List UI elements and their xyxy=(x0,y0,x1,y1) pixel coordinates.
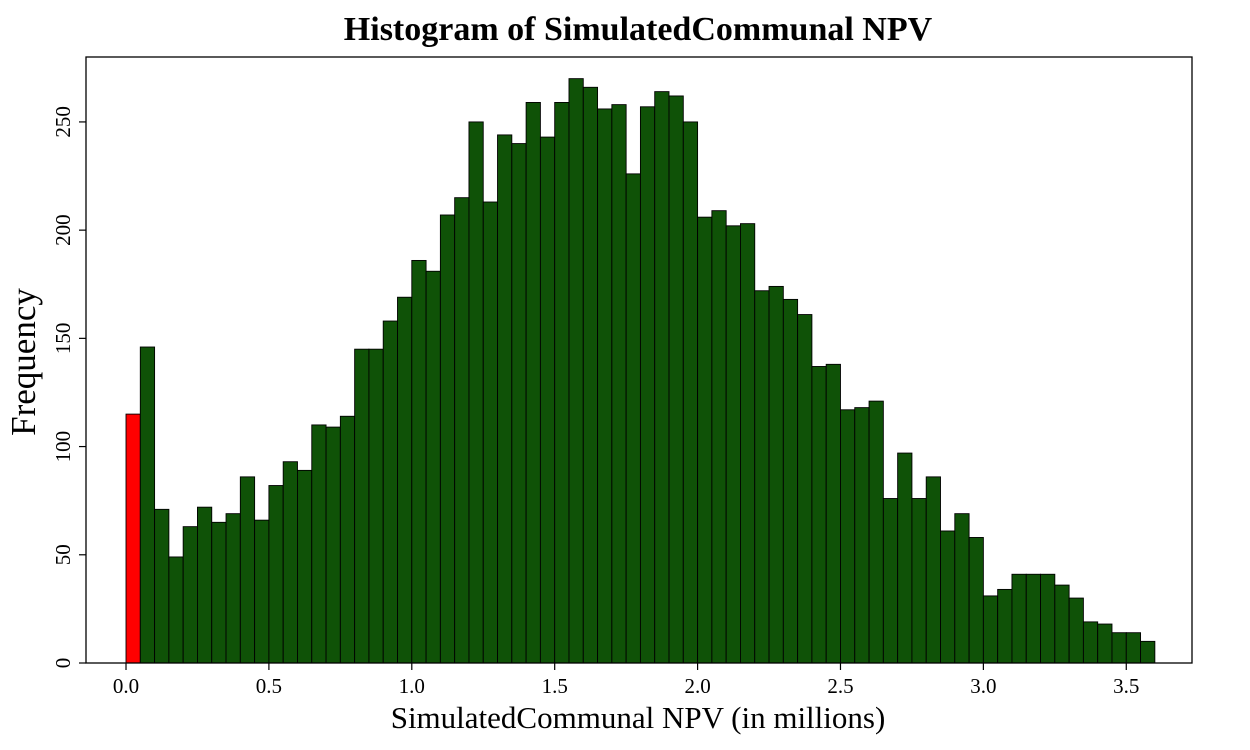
x-tick-label: 3.5 xyxy=(1113,674,1139,698)
histogram-bar xyxy=(668,95,684,664)
histogram-bar xyxy=(682,121,699,664)
histogram-bar xyxy=(382,320,398,664)
histogram-bar xyxy=(468,121,484,664)
histogram-bar xyxy=(697,216,713,664)
histogram-bar xyxy=(539,136,556,664)
histogram-bar xyxy=(311,424,327,664)
histogram-bar xyxy=(554,101,570,664)
histogram-bar xyxy=(1111,632,1127,664)
y-axis-ticks: 0 50 100 150 200 250 xyxy=(51,106,86,668)
histogram-bar xyxy=(725,225,741,664)
histogram-bar xyxy=(1082,621,1099,664)
y-tick-label: 200 xyxy=(51,214,75,246)
histogram-bar xyxy=(139,346,156,664)
x-tick-label: 2.0 xyxy=(684,674,710,698)
histogram-bar xyxy=(211,521,227,664)
histogram-bar xyxy=(154,508,170,664)
y-tick-label: 100 xyxy=(51,431,75,463)
histogram-bar xyxy=(1040,573,1056,664)
x-tick-label: 2.5 xyxy=(827,674,853,698)
histogram-bar xyxy=(1054,584,1070,664)
histogram-bar xyxy=(254,519,270,664)
histogram-bar xyxy=(282,461,298,664)
y-tick-label: 250 xyxy=(51,106,75,138)
histogram-bar xyxy=(482,201,498,664)
histogram-bar xyxy=(968,537,984,664)
histogram-bar xyxy=(782,298,799,664)
histogram-bar xyxy=(1125,632,1142,664)
histogram-bar xyxy=(397,296,413,664)
histogram-bar xyxy=(597,108,613,664)
histogram-bar xyxy=(1097,623,1113,664)
histogram-bar xyxy=(882,498,899,664)
histogram-bar xyxy=(268,485,284,664)
histogram-bar xyxy=(825,363,841,664)
bars-group xyxy=(125,78,1156,664)
histogram-bar xyxy=(425,270,441,664)
histogram-bar xyxy=(925,476,941,664)
histogram-bar xyxy=(239,476,256,664)
x-tick-label: 1.0 xyxy=(399,674,425,698)
x-tick-label: 0.0 xyxy=(113,674,139,698)
histogram-bar xyxy=(997,588,1013,664)
x-tick-label: 3.0 xyxy=(970,674,996,698)
histogram-bar xyxy=(940,530,956,664)
x-tick-label: 0.5 xyxy=(256,674,282,698)
histogram-bar xyxy=(1025,573,1041,664)
plot-frame xyxy=(85,56,1193,664)
histogram-bar xyxy=(797,314,813,664)
x-axis-ticks: 0.0 0.5 1.0 1.5 2.0 2.5 3.0 3.5 xyxy=(113,663,1139,698)
histogram-bar xyxy=(497,134,513,664)
histogram-bar xyxy=(1068,597,1084,664)
histogram-bar xyxy=(654,91,670,664)
histogram-bar xyxy=(868,400,884,664)
histogram-bar xyxy=(582,86,599,664)
histogram-bar xyxy=(168,556,184,664)
histogram-bar xyxy=(611,104,627,664)
histogram-bar xyxy=(982,595,999,664)
histogram-bar xyxy=(911,498,927,664)
histogram-bar xyxy=(854,407,870,664)
histogram-bar xyxy=(197,506,213,664)
histogram-bar xyxy=(740,223,756,664)
y-tick-label: 50 xyxy=(51,544,75,565)
histogram-bar xyxy=(325,426,341,664)
y-tick-label: 0 xyxy=(51,658,75,669)
histogram-bar xyxy=(525,101,541,664)
y-tick-label: 150 xyxy=(51,323,75,355)
histogram-bar xyxy=(768,285,784,664)
histogram-bar xyxy=(182,526,198,664)
y-axis-label: Frequency xyxy=(4,288,43,436)
histogram-bar xyxy=(1011,573,1027,664)
x-tick-label: 1.5 xyxy=(542,674,568,698)
histogram-bar xyxy=(225,513,241,664)
histogram-bar xyxy=(840,409,856,664)
histogram-bar xyxy=(354,348,370,664)
histogram-bar xyxy=(339,415,356,664)
histogram-bar xyxy=(1140,640,1156,664)
histogram-bar xyxy=(711,210,727,664)
histogram-bar xyxy=(897,452,913,664)
histogram-bar xyxy=(811,366,827,664)
histogram-bar xyxy=(368,348,384,664)
histogram-bar xyxy=(411,259,427,664)
histogram-bar xyxy=(754,290,770,664)
histogram-bar-highlight xyxy=(125,413,141,664)
histogram-bar xyxy=(297,469,313,664)
histogram-bar xyxy=(954,513,970,664)
x-axis-label: SimulatedCommunal NPV (in millions) xyxy=(391,700,886,735)
histogram-bar xyxy=(639,106,656,664)
histogram-bar xyxy=(568,78,584,664)
chart-title: Histogram of SimulatedCommunal NPV xyxy=(344,11,933,48)
histogram-bar xyxy=(454,197,470,664)
histogram-bar xyxy=(439,214,456,664)
histogram-bar xyxy=(511,143,527,664)
histogram-bar xyxy=(625,173,641,664)
